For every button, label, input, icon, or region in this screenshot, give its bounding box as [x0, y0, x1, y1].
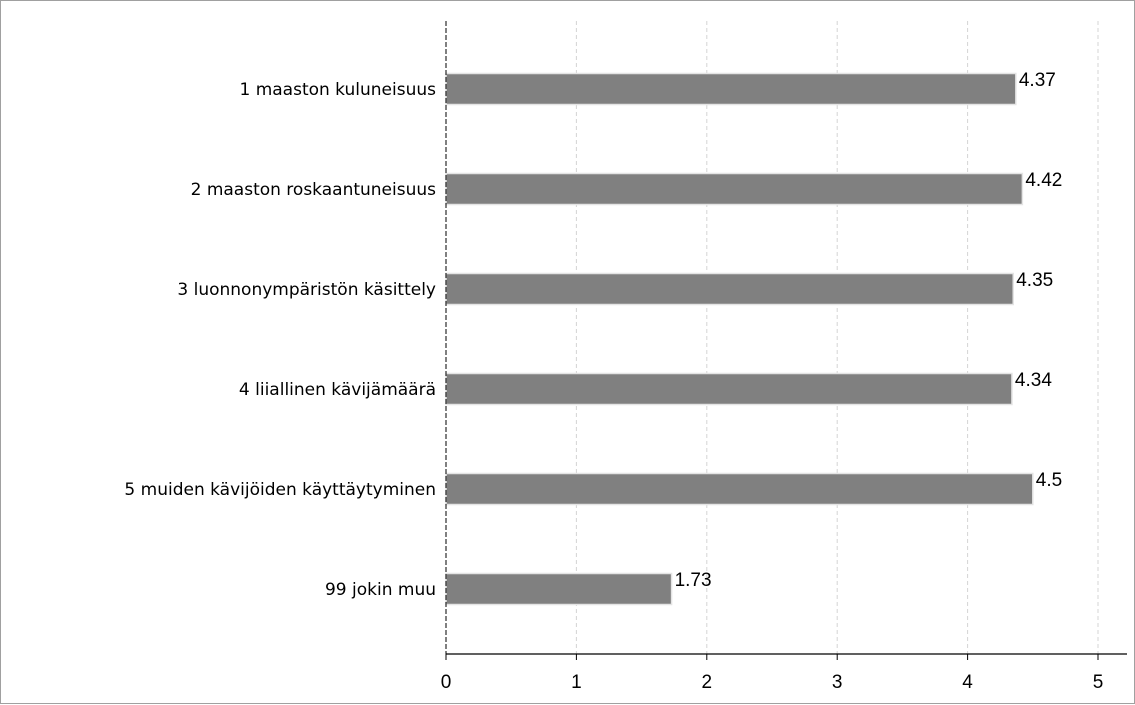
x-tick-label: 5 [1093, 672, 1104, 693]
x-tick-label: 3 [832, 672, 843, 693]
x-tick-label: 1 [571, 672, 582, 693]
bar [445, 472, 1034, 506]
value-label: 4.35 [1016, 270, 1053, 291]
x-tick-label: 2 [702, 672, 713, 693]
axes [445, 21, 1127, 660]
x-tick-label: 4 [962, 672, 973, 693]
bar [445, 572, 673, 606]
bar [445, 372, 1013, 406]
gridlines [575, 21, 1099, 654]
category-label: 5 muiden kävijöiden käyttäytyminen [124, 480, 436, 500]
value-label: 4.37 [1019, 70, 1056, 91]
category-label: 1 maaston kuluneisuus [239, 80, 436, 100]
category-label: 3 luonnonympäristön käsittely [177, 280, 436, 300]
value-label: 4.42 [1025, 170, 1062, 191]
value-label: 1.73 [675, 570, 712, 591]
value-label: 4.34 [1015, 370, 1052, 391]
bar [445, 172, 1024, 206]
bar [445, 72, 1017, 106]
category-label: 2 maaston roskaantuneisuus [191, 180, 437, 200]
x-tick-label: 0 [441, 672, 452, 693]
category-label: 99 jokin muu [325, 580, 436, 600]
category-label: 4 liiallinen kävijämäärä [239, 380, 436, 400]
bars [445, 72, 1034, 606]
bar [445, 272, 1014, 306]
labels: 1 maaston kuluneisuus 4.37 2 maaston roska… [124, 70, 1103, 693]
value-label: 4.5 [1036, 470, 1062, 491]
